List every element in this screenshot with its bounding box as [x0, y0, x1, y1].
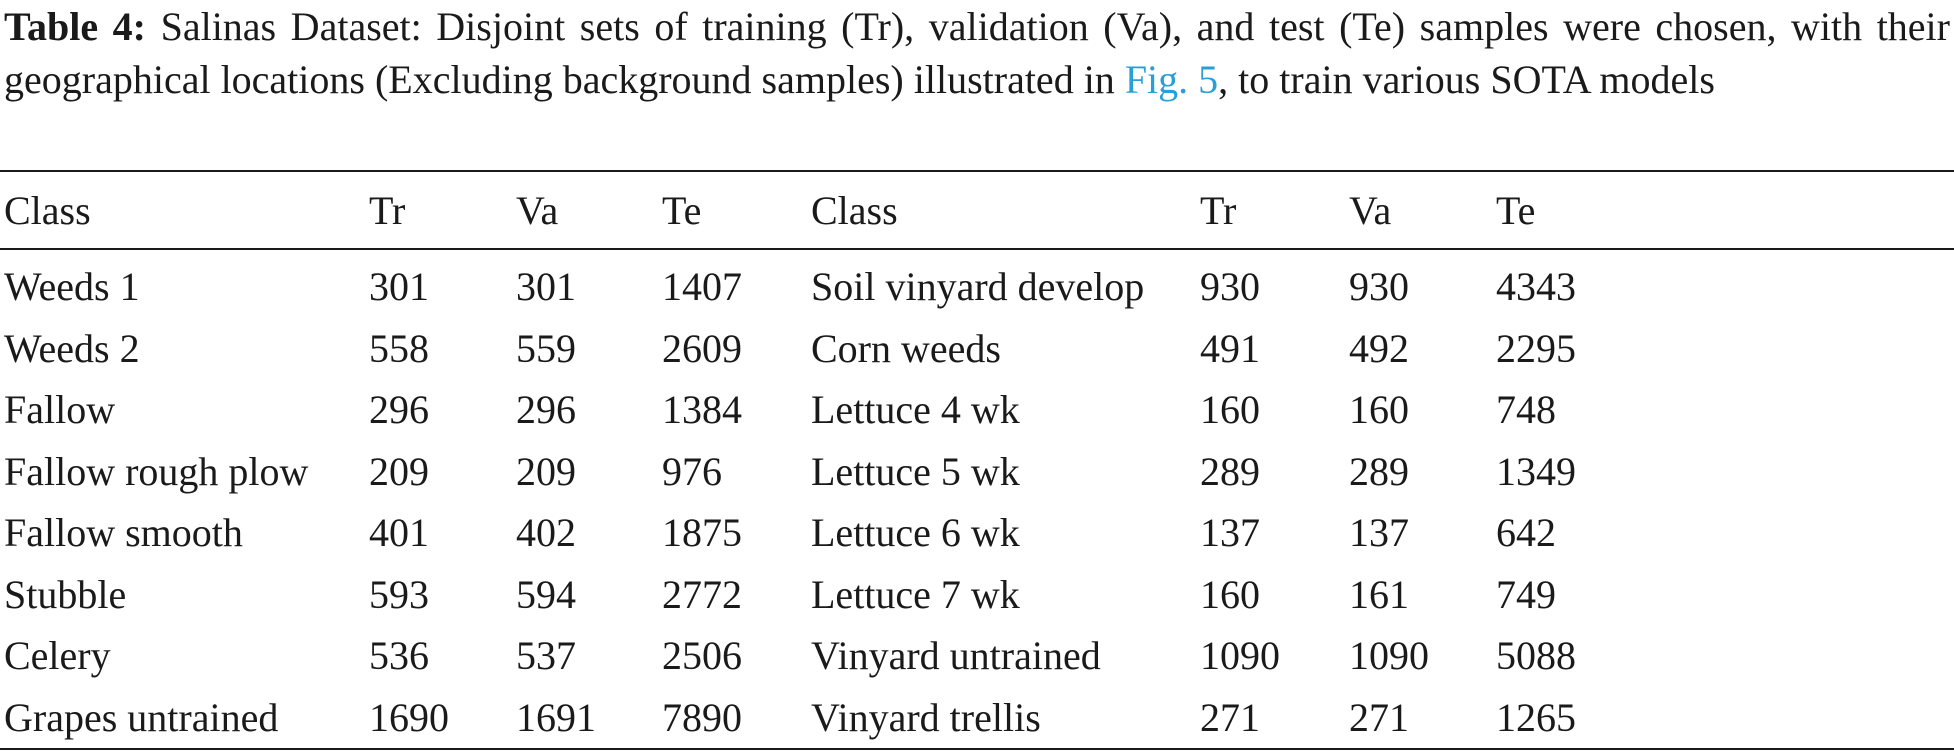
cell: 289: [1200, 448, 1260, 494]
cell: 930: [1200, 264, 1260, 310]
cell: Grapes untrained: [4, 694, 279, 740]
cell: 271: [1349, 694, 1409, 740]
cell: 976: [662, 448, 722, 494]
cell: 271: [1200, 694, 1260, 740]
table-row: Fallow rough plow 209 209 976 Lettuce 5 …: [0, 441, 1954, 503]
cell: 1265: [1496, 694, 1576, 740]
caption-text-after: , to train various SOTA models: [1218, 57, 1715, 102]
cell: 1407: [662, 264, 742, 310]
cell: Corn weeds: [811, 325, 1001, 371]
cell: 2772: [662, 571, 742, 617]
cell: 402: [516, 510, 576, 556]
table-row: Weeds 2 558 559 2609 Corn weeds 491 492 …: [0, 318, 1954, 380]
table-row: Stubble 593 594 2772 Lettuce 7 wk 160 16…: [0, 564, 1954, 626]
cell: 1090: [1349, 633, 1429, 679]
header-va-right: Va: [1349, 187, 1392, 233]
cell: 1691: [516, 694, 596, 740]
cell: 537: [516, 633, 576, 679]
table-row: Weeds 1 301 301 1407 Soil vinyard develo…: [0, 249, 1954, 318]
cell: Celery: [4, 633, 111, 679]
cell: 209: [516, 448, 576, 494]
cell: 2506: [662, 633, 742, 679]
cell: 559: [516, 325, 576, 371]
cell: 5088: [1496, 633, 1576, 679]
table-row: Celery 536 537 2506 Vinyard untrained 10…: [0, 625, 1954, 687]
cell: 296: [369, 387, 429, 433]
cell: 1875: [662, 510, 742, 556]
cell: 594: [516, 571, 576, 617]
header-tr-right: Tr: [1200, 187, 1237, 233]
cell: Weeds 1: [4, 264, 140, 310]
cell: Soil vinyard develop: [811, 264, 1145, 310]
cell: Weeds 2: [4, 325, 140, 371]
header-class-right: Class: [811, 187, 898, 233]
cell: 642: [1496, 510, 1556, 556]
cell: 160: [1200, 387, 1260, 433]
header-te-right: Te: [1496, 187, 1536, 233]
cell: 296: [516, 387, 576, 433]
cell: Stubble: [4, 571, 127, 617]
header-va-left: Va: [516, 187, 559, 233]
table-row: Grapes untrained 1690 1691 7890 Vinyard …: [0, 687, 1954, 749]
salinas-dataset-table: Class Tr Va Te Class Tr Va Te Weeds 1 30…: [0, 170, 1954, 750]
cell: 4343: [1496, 264, 1576, 310]
cell: 161: [1349, 571, 1409, 617]
cell: 1384: [662, 387, 742, 433]
cell: 301: [516, 264, 576, 310]
figure-reference-link[interactable]: Fig. 5: [1124, 57, 1219, 102]
cell: 209: [369, 448, 429, 494]
caption-text-before: Salinas Dataset: Disjoint sets of traini…: [4, 4, 1950, 102]
cell: Fallow rough plow: [4, 448, 309, 494]
cell: 536: [369, 633, 429, 679]
table-header-row: Class Tr Va Te Class Tr Va Te: [0, 171, 1954, 249]
cell: 491: [1200, 325, 1260, 371]
cell: Lettuce 5 wk: [811, 448, 1020, 494]
cell: 2295: [1496, 325, 1576, 371]
cell: 137: [1200, 510, 1260, 556]
cell: 7890: [662, 694, 742, 740]
cell: Vinyard untrained: [811, 633, 1101, 679]
table-row: Fallow 296 296 1384 Lettuce 4 wk 160 160…: [0, 379, 1954, 441]
header-te-left: Te: [662, 187, 702, 233]
data-table-container: Class Tr Va Te Class Tr Va Te Weeds 1 30…: [0, 170, 1954, 750]
cell: 401: [369, 510, 429, 556]
cell: 1690: [369, 694, 449, 740]
cell: Lettuce 4 wk: [811, 387, 1020, 433]
cell: Lettuce 6 wk: [811, 510, 1020, 556]
cell: 1349: [1496, 448, 1576, 494]
cell: Vinyard trellis: [811, 694, 1041, 740]
header-tr-left: Tr: [369, 187, 406, 233]
cell: 748: [1496, 387, 1556, 433]
cell: 289: [1349, 448, 1409, 494]
cell: Fallow smooth: [4, 510, 243, 556]
header-class-left: Class: [4, 187, 91, 233]
cell: 2609: [662, 325, 742, 371]
cell: 492: [1349, 325, 1409, 371]
cell: 137: [1349, 510, 1409, 556]
cell: 558: [369, 325, 429, 371]
cell: Lettuce 7 wk: [811, 571, 1020, 617]
cell: Fallow: [4, 387, 116, 433]
table-row: Fallow smooth 401 402 1875 Lettuce 6 wk …: [0, 502, 1954, 564]
caption-label: Table 4:: [4, 4, 147, 49]
cell: 301: [369, 264, 429, 310]
cell: 749: [1496, 571, 1556, 617]
cell: 593: [369, 571, 429, 617]
cell: 1090: [1200, 633, 1280, 679]
cell: 930: [1349, 264, 1409, 310]
table-caption: Table 4: Salinas Dataset: Disjoint sets …: [4, 0, 1950, 106]
cell: 160: [1200, 571, 1260, 617]
cell: 160: [1349, 387, 1409, 433]
